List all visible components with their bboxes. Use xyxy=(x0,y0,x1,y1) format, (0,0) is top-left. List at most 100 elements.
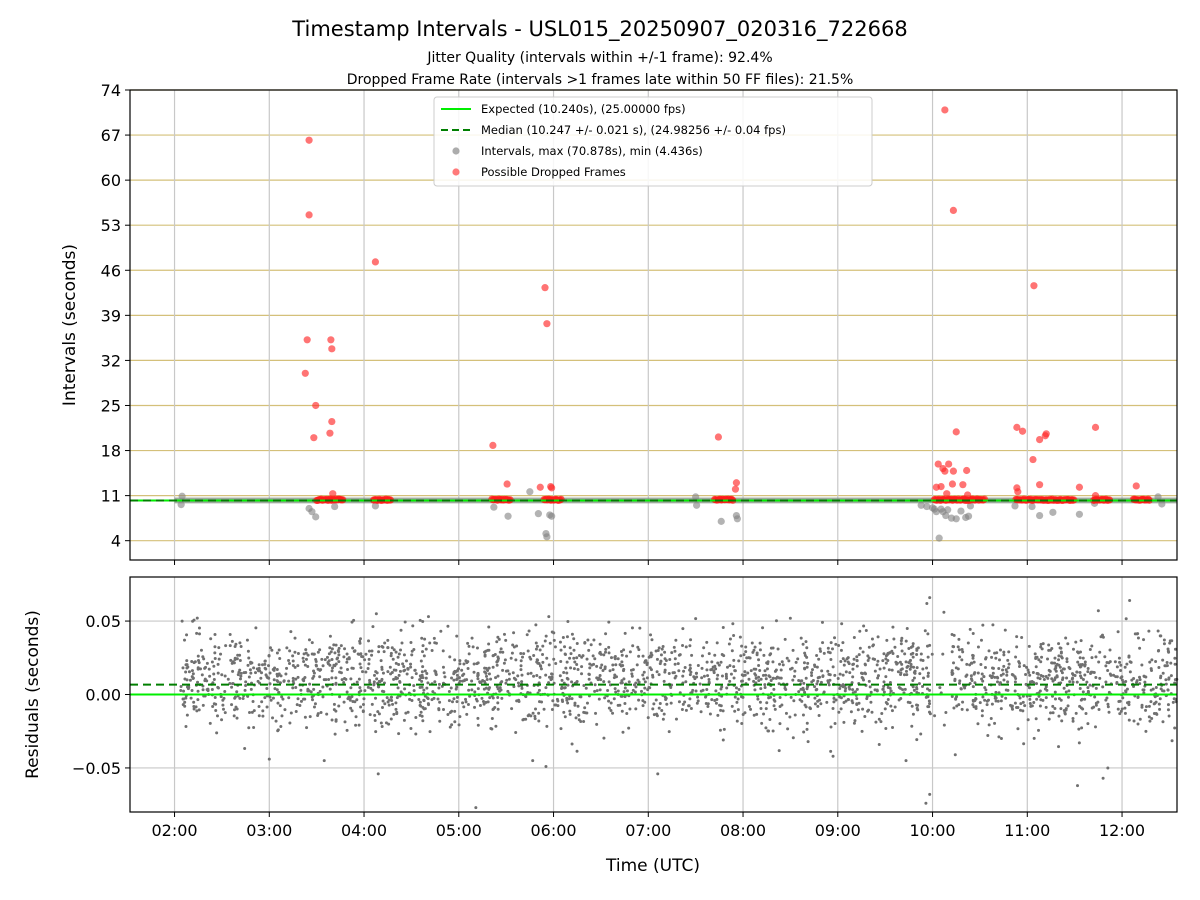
residual-point xyxy=(418,618,422,622)
residual-point xyxy=(294,677,298,681)
residual-point xyxy=(702,646,706,650)
residual-point xyxy=(334,719,338,723)
residual-point xyxy=(343,676,347,680)
residual-point xyxy=(1167,714,1171,718)
residual-point xyxy=(1055,662,1059,666)
residual-point xyxy=(1077,727,1081,731)
residual-point xyxy=(704,701,708,705)
residual-point xyxy=(364,670,368,674)
residual-point xyxy=(280,695,284,699)
residual-point xyxy=(291,654,295,658)
dropped-frame-point xyxy=(329,490,337,498)
residual-point xyxy=(841,641,845,645)
residual-point xyxy=(361,702,365,706)
residual-point xyxy=(711,665,715,669)
residual-point xyxy=(287,659,291,663)
residual-point xyxy=(1140,663,1144,667)
residual-point xyxy=(1124,617,1128,621)
residual-point xyxy=(572,648,576,652)
residual-point xyxy=(265,687,269,691)
residual-point xyxy=(201,703,205,707)
interval-point xyxy=(1011,502,1019,510)
residual-point xyxy=(906,700,910,704)
residual-point xyxy=(593,657,597,661)
residual-point xyxy=(397,652,401,656)
residual-point xyxy=(185,678,189,682)
residual-point xyxy=(899,671,903,675)
residual-point xyxy=(804,676,808,680)
residual-point xyxy=(750,641,754,645)
residual-point xyxy=(660,709,664,713)
residual-point xyxy=(215,714,219,718)
residual-point xyxy=(1026,668,1030,672)
residual-point xyxy=(308,682,312,686)
residual-point xyxy=(420,714,424,718)
residual-point xyxy=(987,723,991,727)
residual-point xyxy=(380,725,384,729)
residual-point xyxy=(688,697,692,701)
residual-point xyxy=(799,636,803,640)
residual-point xyxy=(899,696,903,700)
residual-point xyxy=(1161,720,1165,724)
residual-point xyxy=(622,648,626,652)
residual-point xyxy=(926,632,930,636)
residual-point xyxy=(471,645,475,649)
residual-point xyxy=(306,665,310,669)
residual-point xyxy=(310,652,314,656)
residual-point xyxy=(755,712,759,716)
residual-point xyxy=(925,601,929,605)
dropped-frame-point xyxy=(980,495,989,503)
residual-point xyxy=(911,679,915,683)
residual-point xyxy=(465,712,469,716)
residual-point xyxy=(1079,676,1083,680)
residual-point xyxy=(265,705,269,709)
residual-point xyxy=(799,687,803,691)
residual-point xyxy=(261,714,265,718)
residual-point xyxy=(1164,682,1168,686)
residual-point xyxy=(724,674,728,678)
residual-point xyxy=(813,702,817,706)
residual-point xyxy=(1153,695,1157,699)
residual-point xyxy=(1065,657,1069,661)
residual-point xyxy=(994,690,998,694)
residual-point xyxy=(984,656,988,660)
residual-point xyxy=(387,703,391,707)
residual-point xyxy=(382,690,386,694)
residual-point xyxy=(524,717,528,721)
residual-point xyxy=(535,658,539,662)
residual-point xyxy=(291,679,295,683)
interval-point xyxy=(543,533,551,541)
residual-point xyxy=(995,651,999,655)
residual-point xyxy=(496,701,500,705)
residual-point xyxy=(881,687,885,691)
residual-point xyxy=(1170,739,1174,743)
residual-point xyxy=(674,638,678,642)
residual-point xyxy=(848,671,852,675)
residual-point xyxy=(966,641,970,645)
residual-point xyxy=(574,716,578,720)
residual-point xyxy=(926,674,930,678)
residual-point xyxy=(990,674,994,678)
residual-point xyxy=(614,690,618,694)
residual-point xyxy=(399,648,403,652)
residual-point xyxy=(904,660,908,664)
residual-point xyxy=(672,645,676,649)
residual-point xyxy=(433,680,437,684)
residual-point xyxy=(534,623,538,627)
residual-point xyxy=(316,650,320,654)
residual-point xyxy=(217,646,221,650)
residual-point xyxy=(855,687,859,691)
residual-point xyxy=(912,665,916,669)
residual-point xyxy=(1006,680,1010,684)
residual-point xyxy=(926,655,930,659)
interval-point xyxy=(966,502,975,510)
residual-point xyxy=(1006,666,1010,670)
residual-point xyxy=(400,641,404,645)
residual-point xyxy=(553,645,557,649)
x-tick-label: 11:00 xyxy=(1004,821,1050,840)
residual-point xyxy=(438,719,442,723)
residual-point xyxy=(1157,702,1161,706)
residual-point xyxy=(366,685,370,689)
residual-point xyxy=(965,673,969,677)
residual-point xyxy=(969,661,973,665)
